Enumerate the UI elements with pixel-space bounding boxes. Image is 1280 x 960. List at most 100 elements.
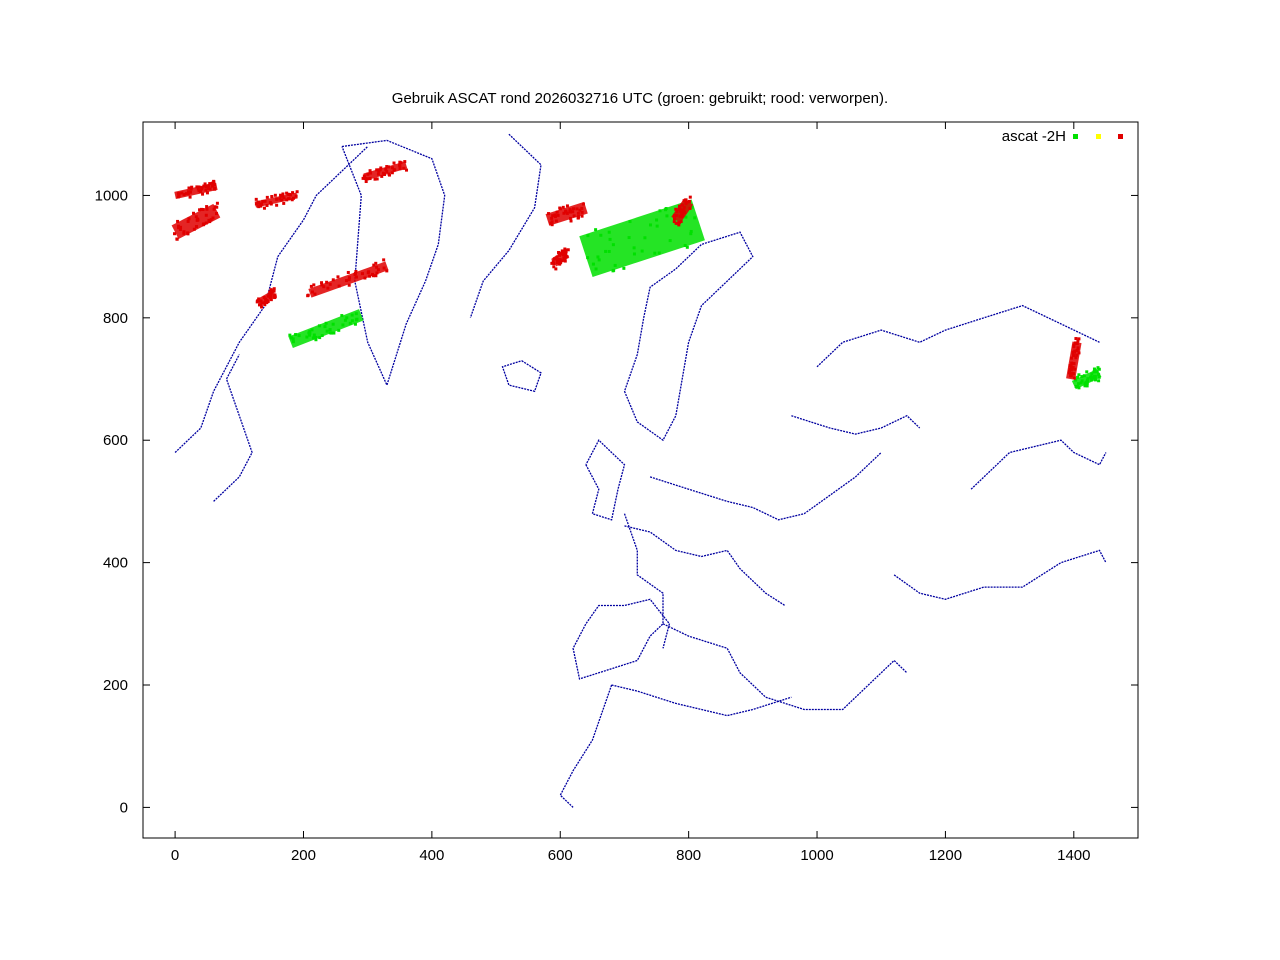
rejected-observation xyxy=(372,263,376,267)
rejected-observation xyxy=(213,183,217,187)
rejected-observation xyxy=(552,262,556,266)
rejected-observation xyxy=(1075,341,1079,345)
rejected-observation xyxy=(1069,368,1073,372)
used-observation xyxy=(655,224,659,228)
used-observation xyxy=(608,237,612,241)
rejected-observation xyxy=(268,290,272,294)
used-observation xyxy=(664,208,668,212)
used-observation xyxy=(350,319,354,323)
rejected-observation xyxy=(1071,351,1075,355)
rejected-observation xyxy=(182,230,186,234)
rejected-observation xyxy=(366,271,370,275)
rejected-observation xyxy=(347,278,351,282)
rejected-observation xyxy=(1076,339,1080,343)
used-observation xyxy=(658,209,662,213)
rejected-observation xyxy=(672,220,676,224)
x-tick-label: 200 xyxy=(291,847,316,864)
used-observation xyxy=(1097,367,1101,371)
rejected-observation xyxy=(176,219,180,223)
rejected-observation xyxy=(262,206,266,210)
rejected-observation xyxy=(376,172,380,176)
rejected-observation xyxy=(572,214,576,218)
rejected-observation xyxy=(281,192,285,196)
rejected-observation xyxy=(1069,372,1073,376)
rejected-observation xyxy=(385,169,389,173)
rejected-observation xyxy=(187,217,191,221)
used-observation xyxy=(1092,370,1096,374)
rejected-observation xyxy=(269,202,273,206)
used-observation xyxy=(655,218,659,222)
x-tick-label: 1000 xyxy=(800,847,833,864)
rejected-observation xyxy=(558,253,562,257)
used-observation xyxy=(586,234,590,238)
rejected-observation xyxy=(179,225,183,229)
rejected-observation xyxy=(260,202,264,206)
rejected-observation xyxy=(568,208,572,212)
rejected-observation xyxy=(176,195,180,199)
rejected-observation xyxy=(254,197,258,201)
coastline-segment xyxy=(341,139,446,387)
used-observation xyxy=(331,322,335,326)
rejected-observation xyxy=(265,203,269,207)
observation-swaths xyxy=(171,160,1102,390)
used-observation xyxy=(1080,379,1084,383)
rejected-observation xyxy=(186,219,190,223)
rejected-observation xyxy=(575,207,579,211)
rejected-observation xyxy=(559,252,563,256)
x-tick-label: 600 xyxy=(548,847,573,864)
used-observation xyxy=(665,214,669,218)
used-observation xyxy=(1084,380,1088,384)
used-observation xyxy=(308,333,312,337)
used-observation xyxy=(310,328,314,332)
used-observation xyxy=(345,316,349,320)
rejected-observation xyxy=(1070,356,1074,360)
coastline-segment xyxy=(611,684,792,717)
y-tick-label: 1000 xyxy=(95,187,128,204)
rejected-observation xyxy=(189,187,193,191)
coastline-segment xyxy=(585,439,626,521)
rejected-observation xyxy=(571,210,575,214)
coastline-segment xyxy=(970,439,1107,490)
used-observation xyxy=(354,312,358,316)
used-observation xyxy=(1083,384,1087,388)
rejected-observation xyxy=(184,192,188,196)
rejected-observation xyxy=(360,272,364,276)
used-observation xyxy=(1085,370,1089,374)
rejected-observation xyxy=(378,168,382,172)
used-observation xyxy=(291,337,295,341)
legend-label: ascat -2H xyxy=(1002,128,1066,145)
rejected-observation xyxy=(560,259,564,263)
rejected-observation xyxy=(1076,347,1080,351)
rejected-observation xyxy=(558,261,562,265)
rejected-observation xyxy=(556,213,560,217)
used-observation xyxy=(308,329,312,333)
rejected-observation xyxy=(177,224,181,228)
legend-marker-yellow xyxy=(1096,134,1101,139)
used-observation xyxy=(332,331,336,335)
rejected-observation xyxy=(312,283,316,287)
used-observation xyxy=(1077,386,1081,390)
x-tick-label: 800 xyxy=(676,847,701,864)
rejected-observation xyxy=(374,274,378,278)
rejected-observation xyxy=(275,203,279,207)
used-observation xyxy=(1096,366,1100,370)
coastline-layer xyxy=(174,133,1107,808)
rejected-observation xyxy=(354,275,358,279)
rejected-observation xyxy=(674,221,678,225)
rejected-observation xyxy=(257,303,261,307)
rejected-observation xyxy=(212,207,216,211)
rejected-observation xyxy=(173,232,177,236)
rejected-observation xyxy=(275,197,279,201)
rejected-observation xyxy=(555,210,559,214)
coastline-segment xyxy=(816,304,1100,368)
rejected-observation xyxy=(390,166,394,170)
y-tick-label: 400 xyxy=(103,555,128,572)
x-tick-label: 1400 xyxy=(1057,847,1090,864)
rejected-observation xyxy=(188,190,192,194)
used-observation xyxy=(337,328,341,332)
used-observation xyxy=(1079,381,1083,385)
y-tick-label: 0 xyxy=(120,799,128,816)
rejected-observation xyxy=(684,198,688,202)
rejected-observation xyxy=(581,202,585,206)
used-observation xyxy=(291,340,295,344)
